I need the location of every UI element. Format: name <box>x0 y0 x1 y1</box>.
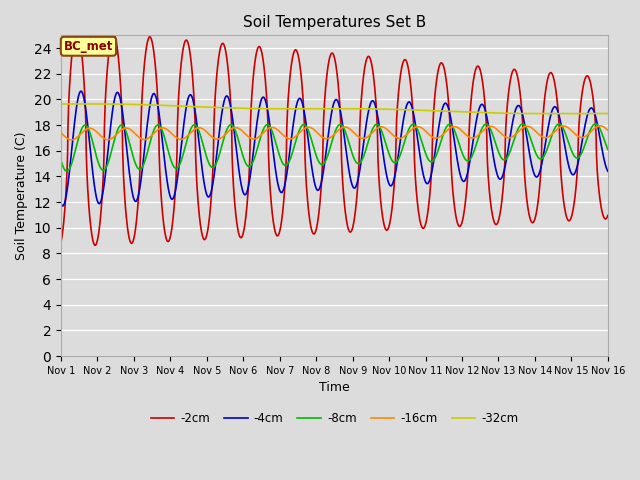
-8cm <box>100 168 108 173</box>
-4cm <box>59 203 67 209</box>
-32cm <box>301 106 308 112</box>
-16cm <box>604 127 612 133</box>
-16cm <box>310 127 318 133</box>
-2cm <box>122 214 130 220</box>
-4cm <box>57 201 65 206</box>
-32cm <box>57 101 65 107</box>
-8cm <box>289 146 297 152</box>
Y-axis label: Soil Temperature (C): Soil Temperature (C) <box>15 132 28 260</box>
-32cm <box>604 111 612 117</box>
Line: -8cm: -8cm <box>61 124 608 171</box>
-2cm <box>290 50 298 56</box>
Legend: -2cm, -4cm, -8cm, -16cm, -32cm: -2cm, -4cm, -8cm, -16cm, -32cm <box>146 407 523 430</box>
-2cm <box>71 33 79 38</box>
Text: BC_met: BC_met <box>64 40 113 53</box>
-4cm <box>290 118 298 124</box>
-2cm <box>91 242 99 248</box>
-8cm <box>301 122 308 128</box>
-16cm <box>100 135 108 141</box>
-4cm <box>77 88 85 94</box>
-8cm <box>57 158 65 164</box>
-16cm <box>68 137 76 143</box>
-4cm <box>369 98 377 104</box>
-2cm <box>604 213 612 218</box>
-32cm <box>545 111 552 117</box>
-8cm <box>591 121 599 127</box>
-16cm <box>122 125 130 131</box>
-8cm <box>310 147 318 153</box>
-32cm <box>369 106 376 112</box>
-16cm <box>57 130 65 136</box>
-2cm <box>311 230 319 236</box>
-2cm <box>301 155 309 161</box>
-2cm <box>369 69 377 74</box>
-16cm <box>369 130 376 135</box>
Line: -32cm: -32cm <box>61 104 608 114</box>
-16cm <box>289 135 297 141</box>
-4cm <box>301 114 309 120</box>
-32cm <box>80 101 88 107</box>
-32cm <box>310 106 318 112</box>
-32cm <box>122 101 130 107</box>
-2cm <box>100 150 108 156</box>
Line: -4cm: -4cm <box>61 91 608 206</box>
-4cm <box>604 168 612 174</box>
-2cm <box>57 239 65 245</box>
-8cm <box>63 168 70 174</box>
-32cm <box>289 106 297 112</box>
-4cm <box>122 142 130 148</box>
Line: -16cm: -16cm <box>61 126 608 140</box>
-4cm <box>311 181 319 187</box>
-8cm <box>122 128 130 134</box>
Line: -2cm: -2cm <box>61 36 608 245</box>
-8cm <box>369 126 376 132</box>
-16cm <box>596 123 604 129</box>
-32cm <box>100 101 108 107</box>
-8cm <box>604 147 612 153</box>
-16cm <box>301 125 308 131</box>
X-axis label: Time: Time <box>319 382 350 395</box>
Title: Soil Temperatures Set B: Soil Temperatures Set B <box>243 15 426 30</box>
-4cm <box>100 182 108 188</box>
